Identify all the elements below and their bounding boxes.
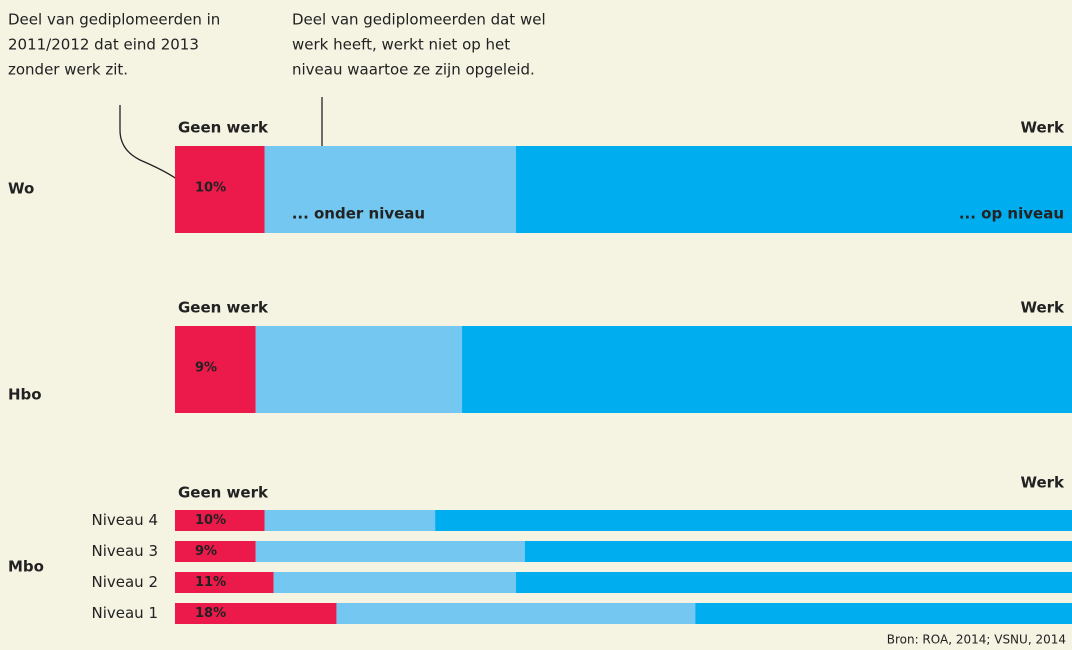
bar-segment bbox=[255, 326, 463, 413]
value-label: 18% bbox=[195, 606, 226, 621]
category-label: Niveau 3 bbox=[91, 542, 158, 560]
bar-segment bbox=[524, 541, 1072, 562]
category-label: Niveau 1 bbox=[91, 604, 158, 622]
header-right: Werk bbox=[1020, 119, 1065, 137]
value-label: 9% bbox=[195, 361, 217, 376]
bar-segment bbox=[175, 510, 265, 531]
bar-segment bbox=[273, 572, 516, 593]
category-label: Hbo bbox=[8, 386, 42, 404]
bar-segment bbox=[175, 541, 256, 562]
bar-segment bbox=[175, 146, 265, 233]
value-label: 10% bbox=[195, 513, 226, 528]
value-label: 9% bbox=[195, 544, 217, 559]
header-left: Geen werk bbox=[178, 119, 269, 137]
bar-segment bbox=[515, 146, 1072, 233]
bar-segment bbox=[255, 541, 525, 562]
header-left: Geen werk bbox=[178, 484, 269, 502]
bar-segment bbox=[264, 510, 436, 531]
header-left: Geen werk bbox=[178, 299, 269, 317]
annotation: zonder werk zit. bbox=[8, 61, 128, 79]
value-label: 11% bbox=[195, 575, 226, 590]
bar-segment bbox=[175, 572, 274, 593]
series-label: ... onder niveau bbox=[292, 205, 425, 223]
category-label: Niveau 4 bbox=[91, 511, 158, 529]
header-right: Werk bbox=[1020, 299, 1065, 317]
bar-segment bbox=[336, 603, 696, 624]
annotation: niveau waartoe ze zijn opgeleid. bbox=[292, 61, 535, 79]
bar-segment bbox=[462, 326, 1072, 413]
value-label: 10% bbox=[195, 181, 226, 196]
bar-segment bbox=[175, 326, 256, 413]
annotation: werk heeft, werkt niet op het bbox=[292, 36, 510, 54]
annotation: 2011/2012 dat eind 2013 bbox=[8, 36, 199, 54]
series-label: ... op niveau bbox=[959, 205, 1064, 223]
bar-segment bbox=[515, 572, 1072, 593]
bar-segment bbox=[264, 146, 516, 233]
bar-segment bbox=[695, 603, 1072, 624]
bar-segment bbox=[435, 510, 1072, 531]
annotation: Deel van gediplomeerden dat wel bbox=[292, 11, 546, 29]
annotation: Deel van gediplomeerden in bbox=[8, 11, 220, 29]
header-right: Werk bbox=[1020, 474, 1065, 492]
category-label: Niveau 2 bbox=[91, 573, 158, 591]
source: Bron: ROA, 2014; VSNU, 2014 bbox=[887, 633, 1066, 647]
group-label: Mbo bbox=[8, 558, 44, 576]
category-label: Wo bbox=[8, 180, 34, 198]
bar-segment bbox=[175, 603, 337, 624]
